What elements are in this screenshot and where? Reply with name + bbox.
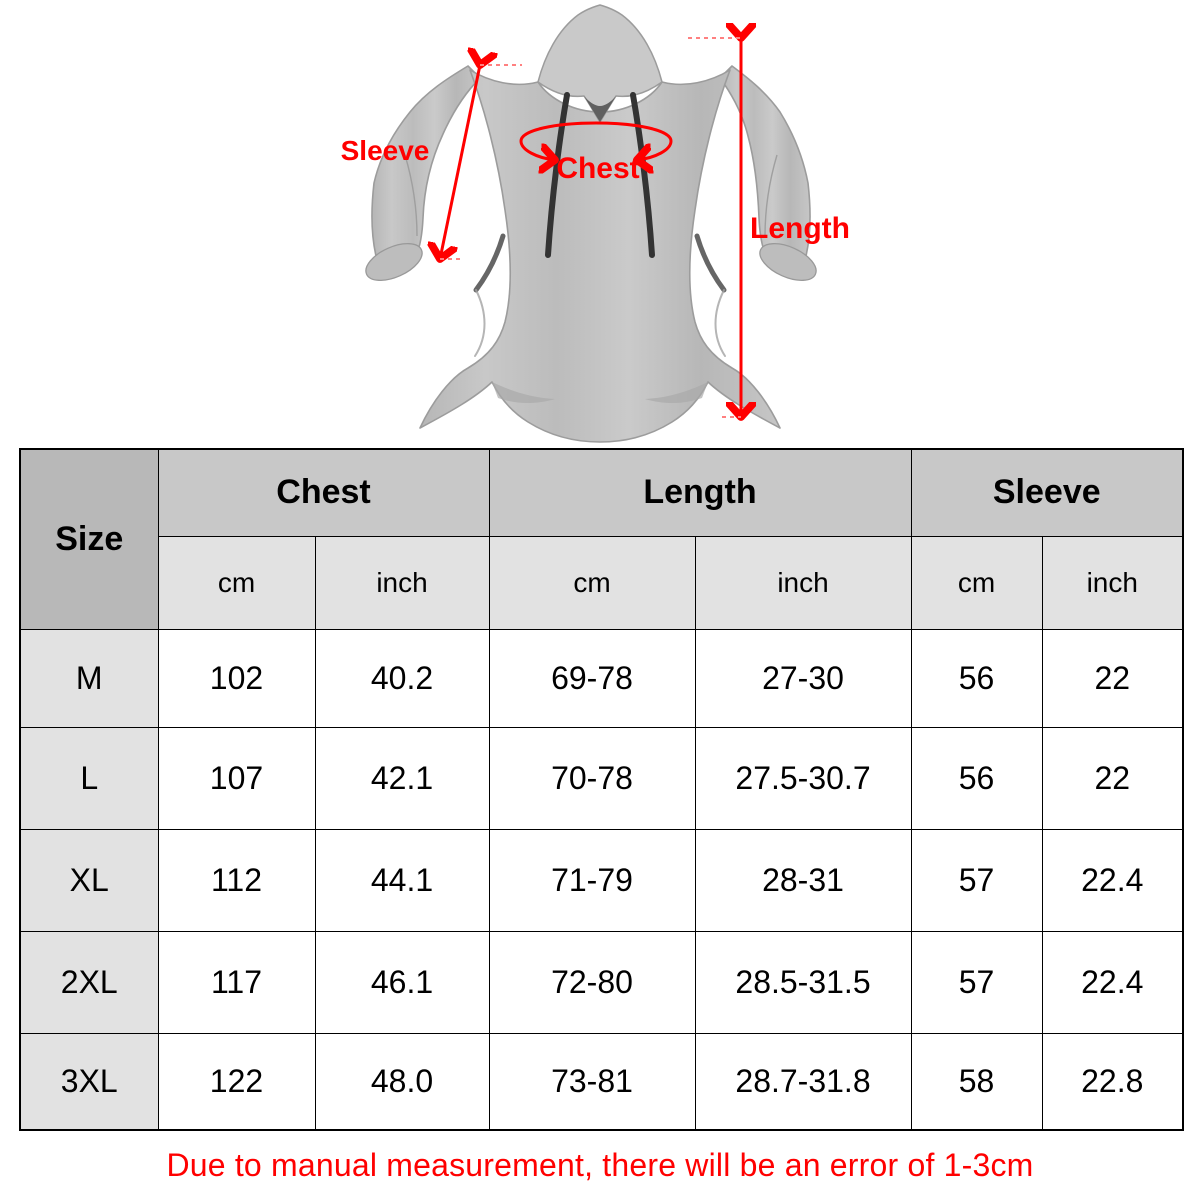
svg-text:Length: Length	[750, 212, 850, 245]
svg-text:Chest: Chest	[556, 152, 639, 185]
svg-text:Sleeve: Sleeve	[341, 135, 430, 166]
